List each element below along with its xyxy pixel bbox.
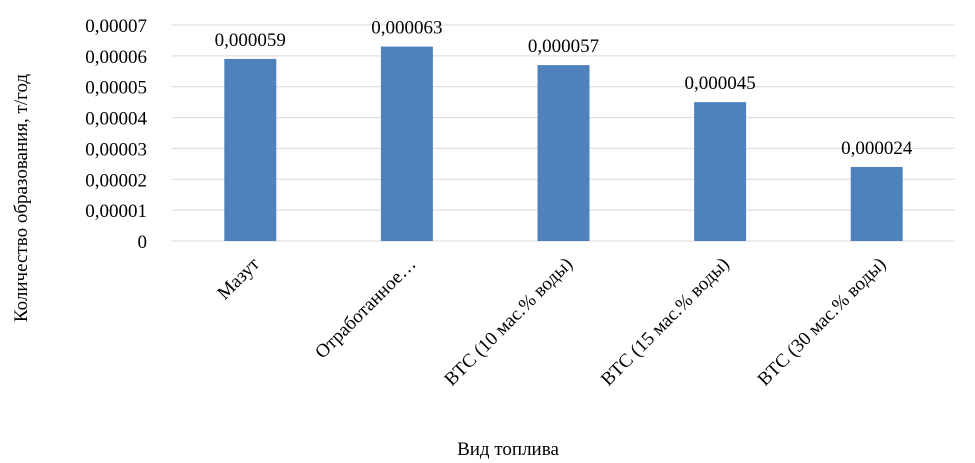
data-label: 0,000063	[371, 18, 442, 39]
x-category-label: ВТС (10 мас.% воды)	[440, 254, 577, 391]
data-labels: 0,000059 0,000063 0,000057 0,000045 0,000024	[215, 18, 913, 159]
bar	[380, 46, 433, 241]
bars	[224, 46, 903, 242]
bar	[694, 102, 747, 242]
bar	[537, 65, 590, 241]
y-axis-title: Количество образования, т/год	[11, 74, 32, 322]
y-tick-label: 0	[138, 232, 148, 253]
data-label: 0,000057	[528, 36, 599, 57]
x-category-label: ВТС (15 мас.% воды)	[597, 254, 734, 391]
y-tick-label: 0,00003	[85, 139, 147, 160]
x-category-label: ВТС (30 мас.% воды)	[754, 254, 891, 391]
bar	[224, 58, 277, 241]
y-tick-label: 0,00006	[85, 47, 147, 68]
y-tick-label: 0,00007	[85, 16, 147, 37]
y-axis-ticks: 0 0,00001 0,00002 0,00003 0,00004 0,00005 0,00…	[85, 16, 147, 253]
y-tick-label: 0,00005	[85, 78, 147, 99]
x-category-label: Мазут	[213, 253, 264, 304]
x-category-label: Отработанное…	[311, 254, 420, 363]
x-axis-title: Вид топлива	[457, 439, 559, 460]
bar	[850, 166, 903, 241]
data-label: 0,000059	[215, 30, 286, 51]
data-label: 0,000024	[841, 138, 913, 159]
y-tick-label: 0,00001	[85, 201, 147, 222]
y-tick-label: 0,00004	[85, 109, 147, 130]
y-tick-label: 0,00002	[85, 170, 147, 191]
x-axis-category-labels: Мазут Отработанное… ВТС (10 мас.% воды) ВТС…	[213, 253, 890, 390]
data-label: 0,000045	[684, 73, 755, 94]
